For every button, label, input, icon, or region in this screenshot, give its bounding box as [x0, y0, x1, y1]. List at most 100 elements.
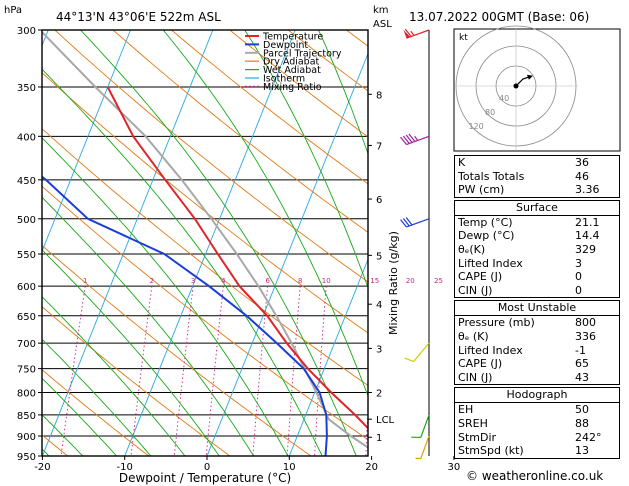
isotherm-line — [42, 30, 132, 253]
pressure-tick-label: 800 — [17, 388, 36, 399]
dry-adiabat-line — [42, 185, 368, 441]
mixing-ratio-label: 6 — [265, 277, 270, 285]
height-tick-label: 3 — [376, 344, 382, 355]
barb-full — [408, 133, 416, 142]
isotherm-line — [42, 30, 214, 456]
dry-adiabat-line — [42, 306, 231, 456]
legend-entry: Wet Adiabat — [263, 65, 321, 76]
diagram-grid — [0, 5, 438, 476]
wet-adiabat-line — [0, 5, 35, 476]
barb-half — [414, 135, 419, 141]
wet-adiabat-line — [42, 296, 186, 456]
pressure-tick-label: 400 — [17, 132, 36, 143]
hodograph-box: Hodograph EH 50 SREH 88 StmDir 242° StmSpd … — [454, 387, 620, 459]
pressure-tick-label: 700 — [17, 339, 36, 350]
height-tick-label: 5 — [376, 251, 382, 262]
height-tick-label: 6 — [376, 195, 382, 206]
barb-staff — [420, 435, 430, 459]
hodograph-origin — [513, 83, 519, 89]
pressure-tick-label: 550 — [17, 250, 36, 261]
barb-half — [410, 30, 415, 36]
wet-adiabat-line — [162, 30, 368, 398]
unstable-row: CIN (J) 43 — [458, 370, 589, 384]
surface-row: Lifted Index 3 — [458, 256, 582, 270]
temperature-tick-label: -10 — [117, 462, 133, 473]
mixing-ratio-line — [433, 286, 438, 460]
mixing-ratio-line — [252, 286, 269, 456]
temperature-line — [106, 86, 368, 430]
x-axis-label: Dewpoint / Temperature (°C) — [119, 471, 291, 485]
wind-barb — [411, 414, 430, 439]
height-tick-label: 4 — [376, 300, 382, 311]
hodograph-frame — [453, 28, 621, 152]
isotherm-line — [206, 52, 368, 456]
hodo-row: SREH 88 — [458, 416, 589, 430]
unstable-row: CAPE (J) 65 — [458, 357, 589, 371]
mixing-ratio-labels: 1 2 3 4 6 8 10 15 20 25 — [83, 277, 443, 285]
hodograph-ring-label: 80 — [485, 108, 495, 117]
legend-entry: Mixing Ratio — [263, 82, 322, 93]
temperature-tick-label: 20 — [365, 462, 378, 473]
isotherm-line — [42, 30, 49, 47]
temperature-tick-label: 30 — [448, 462, 461, 473]
mixing-ratio-label: 4 — [221, 277, 226, 285]
barb-full — [400, 219, 407, 228]
temperature-tick-label: 10 — [283, 462, 296, 473]
temperature-tick-label: 0 — [204, 462, 210, 473]
barb-full — [404, 357, 414, 363]
dry-adiabat-line — [42, 434, 69, 456]
legend-entry: Parcel Trajectory — [263, 48, 342, 59]
most-unstable-box: Most Unstable Pressure (mb) 800 θₑ (K) 336… — [454, 300, 620, 386]
legend-entry: Temperature — [262, 32, 323, 43]
wet-adiabat-line — [42, 137, 289, 456]
hodograph-ring-label: 120 — [468, 122, 483, 131]
plot-frame — [41, 29, 369, 457]
index-row-pw: PW (cm) 3.36 — [458, 183, 600, 197]
height-tick-label: LCL — [376, 415, 395, 426]
height-tick-label: 7 — [376, 141, 382, 152]
dewpoint-line — [42, 175, 328, 456]
wet-adiabat-line — [79, 30, 357, 456]
mixing-ratio-line — [403, 286, 410, 460]
hpa-label: hPa — [4, 5, 22, 16]
wet-adiabat-line — [244, 30, 368, 289]
dry-adiabat-line — [42, 244, 312, 456]
pressure-tick-label: 450 — [17, 176, 36, 187]
mixing-ratio-label: 10 — [322, 277, 331, 285]
mixing-ratio-line — [60, 286, 86, 456]
hodograph-arrow — [526, 74, 533, 80]
wind-barb — [400, 133, 430, 146]
mixing-ratio-line — [314, 286, 327, 456]
index-row-k: K 36 — [458, 156, 589, 169]
pressure-tick-label: 300 — [17, 26, 36, 37]
dry-adiabat-line — [42, 72, 368, 334]
legend-entry: Dewpoint — [263, 40, 308, 51]
wet-adiabat-line — [318, 30, 368, 156]
height-tick-label: 8 — [376, 90, 382, 101]
sounding-traces — [42, 30, 368, 456]
dry-adiabat-line — [42, 369, 150, 456]
wind-barb — [404, 342, 430, 363]
wet-adiabat-line — [42, 448, 50, 456]
mixing-ratio-label: 20 — [406, 277, 415, 285]
barb-flag — [403, 29, 411, 39]
surface-row: CIN (J) 0 — [458, 283, 582, 297]
pressure-tick-label: 650 — [17, 312, 36, 323]
credit-text: © weatheronline.co.uk — [466, 469, 604, 483]
pressure-tick-label: 750 — [17, 365, 36, 376]
mixing-ratio-label: 2 — [150, 277, 154, 285]
barb-full — [402, 135, 410, 144]
surface-box: Surface Temp (°C) 21.1 Dewp (°C) 14.4 θₑ(K… — [454, 199, 620, 299]
isotherm-line — [288, 258, 368, 456]
pressure-tick-label: 850 — [17, 411, 36, 422]
surface-row: Temp (°C) 21.1 — [458, 215, 600, 229]
mixing-ratio-line — [365, 398, 368, 456]
wet-adiabat-line — [42, 196, 255, 456]
mixing-ratio-label: 8 — [298, 277, 302, 285]
unstable-row: Lifted Index -1 — [458, 343, 586, 357]
most-unstable-title: Most Unstable — [455, 301, 619, 317]
wind-barbs — [400, 28, 430, 460]
wet-adiabat-line — [42, 338, 152, 456]
